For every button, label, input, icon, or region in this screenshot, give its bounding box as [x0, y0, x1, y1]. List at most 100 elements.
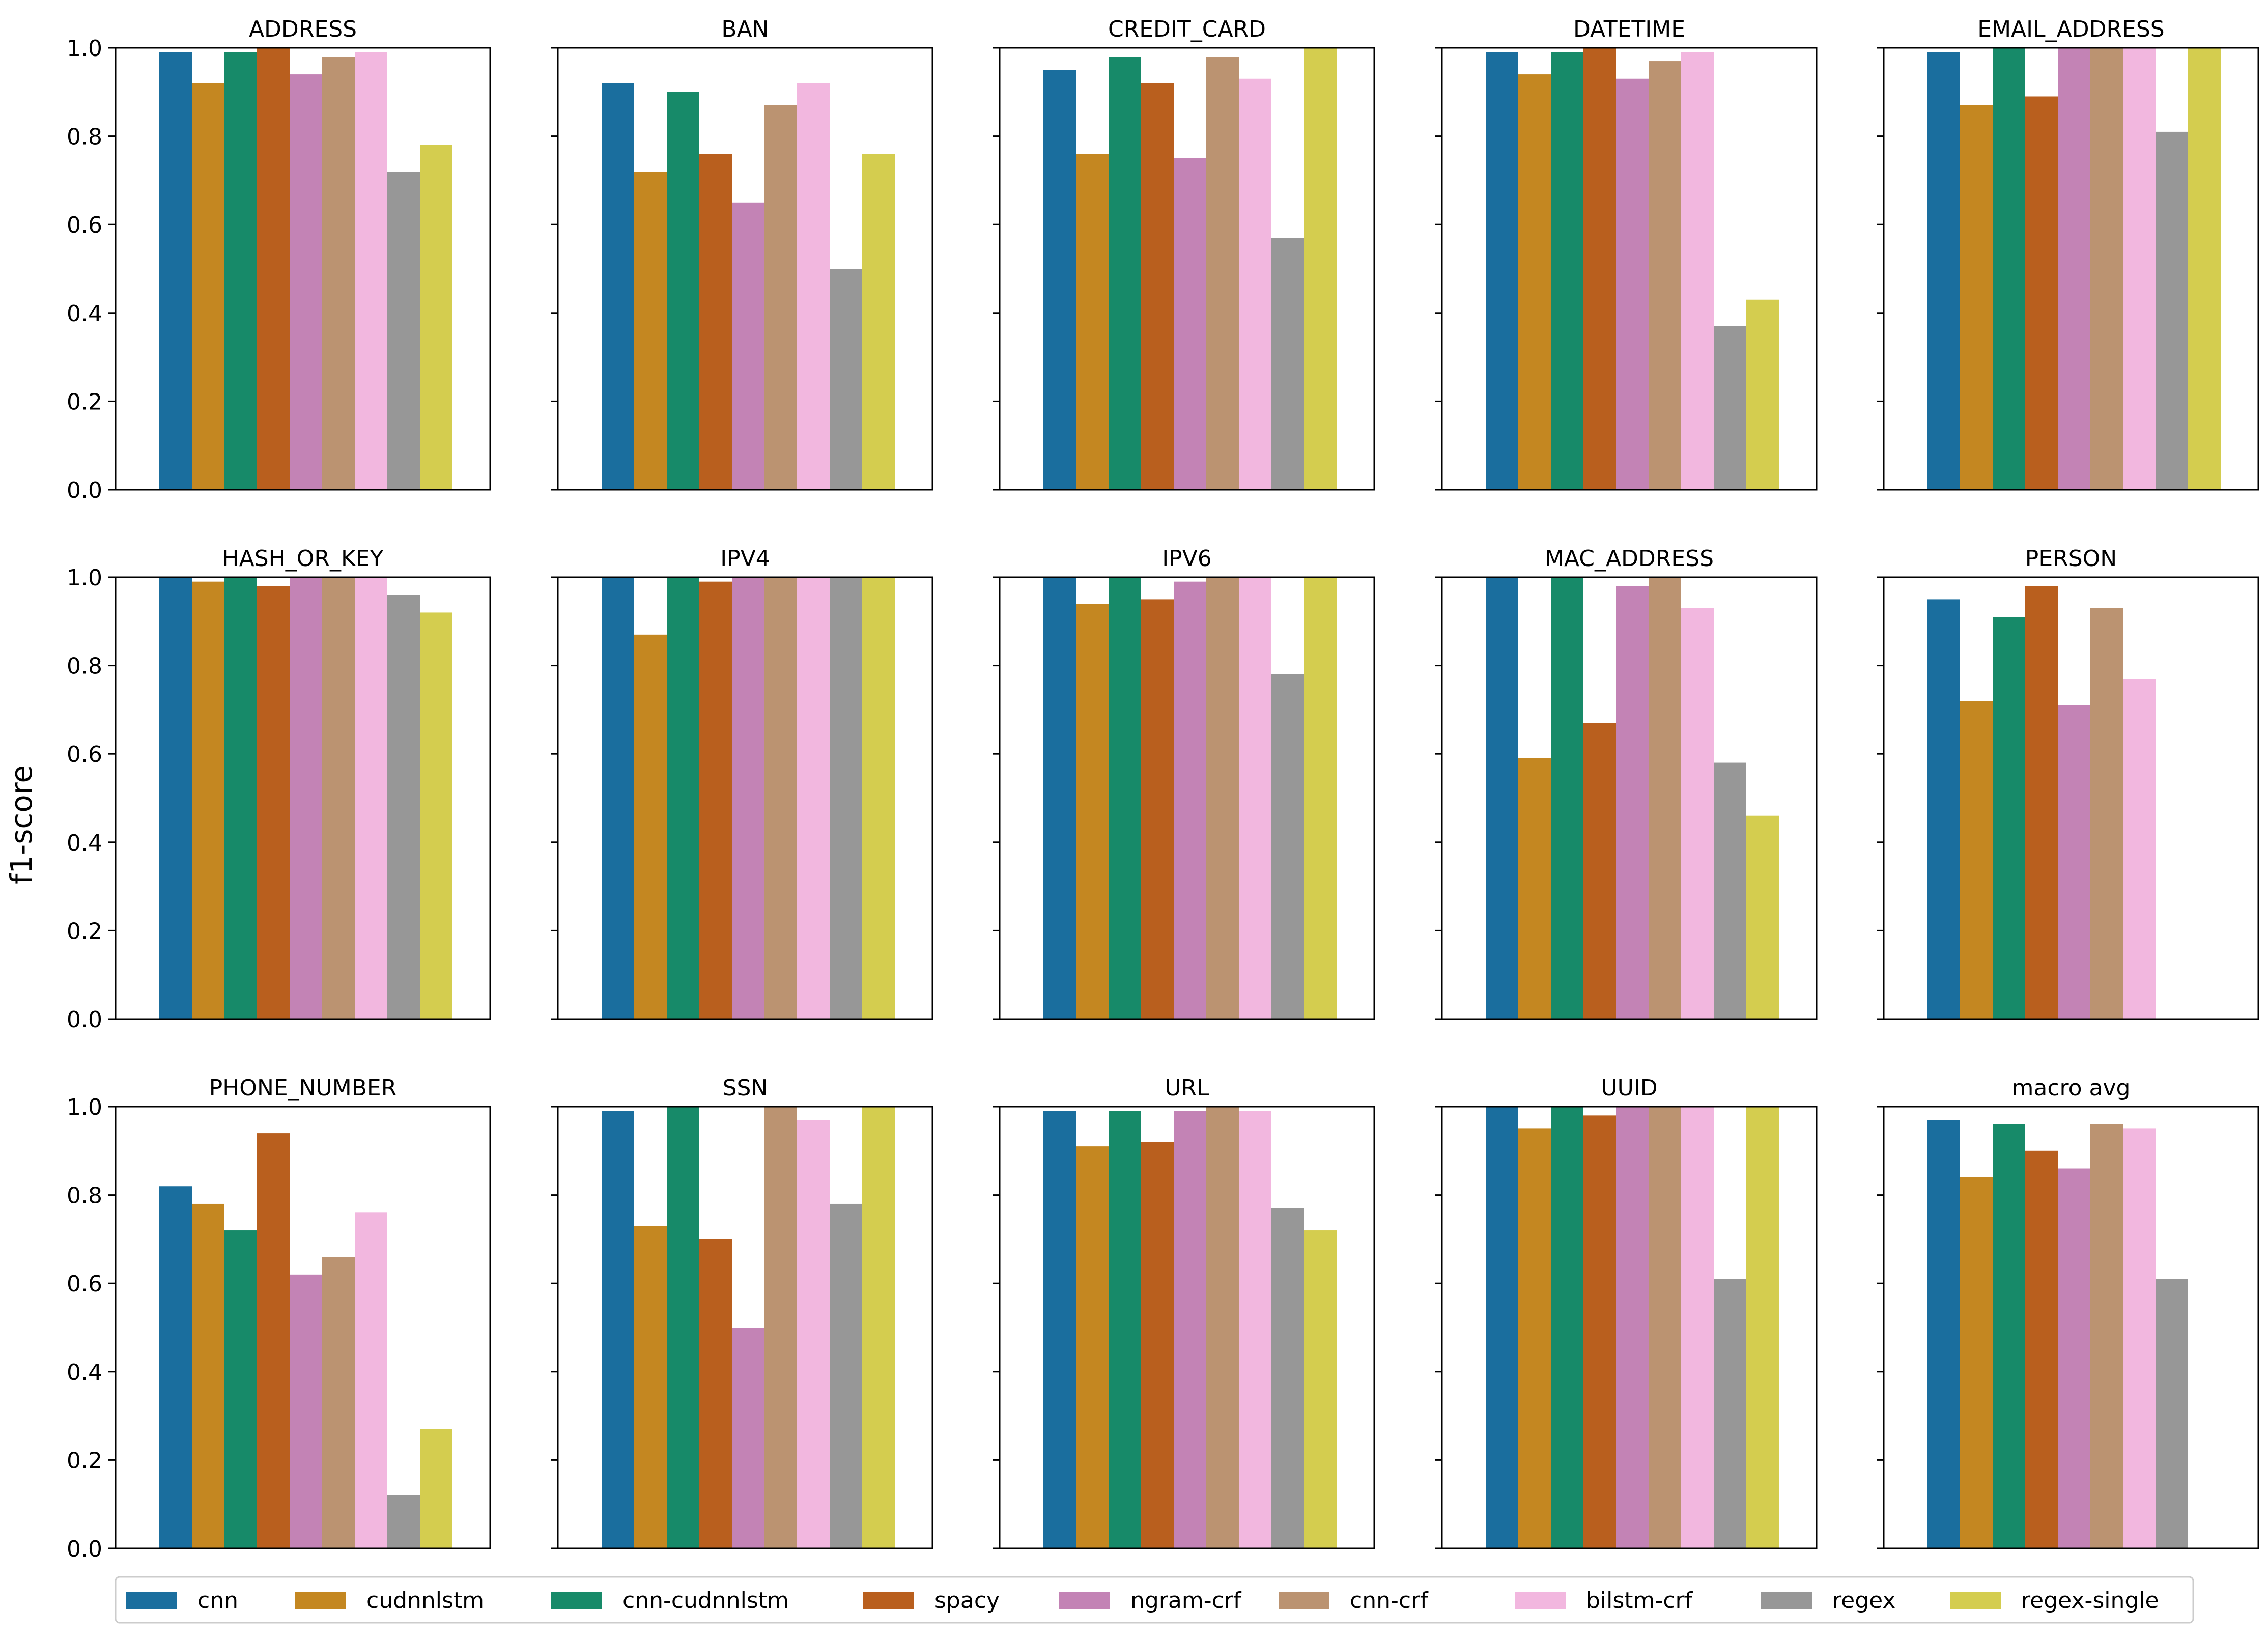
bar-ngram-crf [2058, 1168, 2090, 1548]
bar-spacy [699, 154, 732, 490]
legend-swatch [1515, 1592, 1566, 1609]
bar-bilstm-crf [355, 52, 387, 490]
legend-label: regex [1832, 1588, 1895, 1614]
bar-regex [830, 269, 862, 490]
bar-bilstm-crf [1239, 577, 1271, 1019]
subplot-title: IPV6 [1162, 546, 1212, 572]
legend-label: cnn [197, 1588, 238, 1614]
bar-cnn [1486, 1107, 1518, 1548]
bar-cnn-crf [1649, 61, 1681, 490]
bar-cudnnlstm [1960, 701, 1993, 1019]
bar-ngram-crf [1616, 1107, 1649, 1548]
bar-cnn [1927, 599, 1960, 1019]
subplot-person: PERSON [1877, 546, 2259, 1020]
legend-label: cnn-crf [1350, 1588, 1429, 1614]
legend-swatch [551, 1592, 602, 1609]
bar-bilstm-crf [2123, 48, 2156, 490]
bar-ngram-crf [732, 1328, 764, 1548]
legend: cnn cudnnlstm cnn-cudnnlstm spacy ngram-crf c… [115, 1576, 2194, 1624]
bar-ngram-crf [1174, 158, 1206, 490]
bar-spacy [1141, 83, 1174, 490]
legend-swatch [1950, 1592, 2001, 1609]
legend-item-regex-single: regex-single [1950, 1588, 2159, 1614]
bar-bilstm-crf [797, 83, 830, 490]
bar-cudnnlstm [634, 634, 667, 1019]
y-tick-label: 1.0 [67, 565, 102, 591]
axes-frame [115, 47, 491, 491]
bar-cnn-crf [322, 1257, 355, 1548]
bar-cnn-crf [764, 105, 797, 490]
bar-cnn-cudnnlstm [1993, 617, 2025, 1019]
bar-cudnnlstm [192, 581, 224, 1019]
y-tick-label: 0.4 [67, 301, 102, 327]
bar-cnn [159, 577, 192, 1019]
subplot-title: PERSON [2025, 546, 2117, 572]
y-tick-label: 0.2 [67, 389, 102, 415]
bar-cnn-cudnnlstm [1993, 48, 2025, 490]
subplot-datetime: DATETIME [1435, 16, 1818, 491]
bar-cnn [159, 1186, 192, 1548]
subplot-phone-number: PHONE_NUMBER 0.0 0.2 0.4 0.6 0.8 1.0 [67, 1075, 491, 1562]
bar-spacy [1141, 599, 1174, 1019]
legend-swatch [1059, 1592, 1110, 1609]
y-tick-label: 0.0 [67, 477, 102, 503]
bar-cnn-cudnnlstm [1109, 1111, 1141, 1548]
bar-cnn-crf [322, 577, 355, 1019]
y-tick-label: 0.8 [67, 654, 102, 680]
axes-frame [999, 47, 1375, 491]
bar-ngram-crf [2058, 705, 2090, 1019]
subplot-title: URL [1165, 1075, 1209, 1101]
bar-cnn-cudnnlstm [224, 1230, 257, 1548]
bar-cnn-crf [1206, 1107, 1239, 1548]
legend-swatch [1279, 1592, 1329, 1609]
bar-spacy [1583, 723, 1616, 1019]
legend-swatch [295, 1592, 346, 1609]
y-tick-label: 0.6 [67, 1271, 102, 1297]
bar-ngram-crf [1174, 1111, 1206, 1548]
subplot-title: EMAIL_ADDRESS [1977, 16, 2164, 42]
subplot-title: SSN [723, 1075, 768, 1101]
bar-spacy [699, 1239, 732, 1548]
bar-bilstm-crf [1681, 52, 1714, 490]
subplot-title: DATETIME [1573, 16, 1685, 42]
bar-regex-single [1304, 48, 1337, 490]
bar-regex-single [1746, 1107, 1779, 1548]
y-tick-label: 1.0 [67, 1094, 102, 1120]
bar-regex-single [862, 154, 895, 490]
axes-frame [999, 576, 1375, 1020]
bar-cnn-cudnnlstm [1109, 577, 1141, 1019]
legend-item-cnn: cnn [126, 1588, 238, 1614]
bar-cudnnlstm [1960, 1177, 1993, 1548]
bar-regex-single [420, 145, 452, 490]
bar-cnn [602, 83, 634, 490]
bar-regex [2156, 1279, 2188, 1548]
bar-cnn-cudnnlstm [1109, 57, 1141, 490]
subplot-macro-avg: macro avg [1877, 1075, 2259, 1549]
subplot-email-address: EMAIL_ADDRESS [1877, 16, 2259, 491]
bar-regex [830, 577, 862, 1019]
bar-cnn-crf [1206, 57, 1239, 490]
legend-item-spacy: spacy [863, 1588, 1000, 1614]
bar-regex [1714, 1279, 1746, 1548]
bar-regex [1271, 238, 1304, 490]
bar-cnn [1043, 1111, 1076, 1548]
subplot-title: HASH_OR_KEY [222, 546, 384, 572]
y-tick-label: 0.2 [67, 918, 102, 944]
bar-cnn-cudnnlstm [224, 577, 257, 1019]
bar-regex [1714, 326, 1746, 490]
bar-cnn-crf [2090, 48, 2123, 490]
bar-ngram-crf [1616, 78, 1649, 490]
axes-frame [1441, 47, 1818, 491]
axes-frame [999, 1106, 1375, 1549]
bar-bilstm-crf [797, 1120, 830, 1548]
bar-cnn-cudnnlstm [1551, 52, 1583, 490]
bar-regex-single [2188, 48, 2221, 490]
bar-cudnnlstm [1076, 604, 1109, 1019]
legend-label: regex-single [2021, 1588, 2159, 1614]
bar-regex [387, 595, 420, 1019]
subplot-ipv6: IPV6 [993, 546, 1375, 1020]
bar-cnn-crf [2090, 1124, 2123, 1548]
bar-cnn-cudnnlstm [667, 92, 699, 490]
bar-regex [1271, 1208, 1304, 1548]
subplot-uuid: UUID [1435, 1075, 1818, 1549]
